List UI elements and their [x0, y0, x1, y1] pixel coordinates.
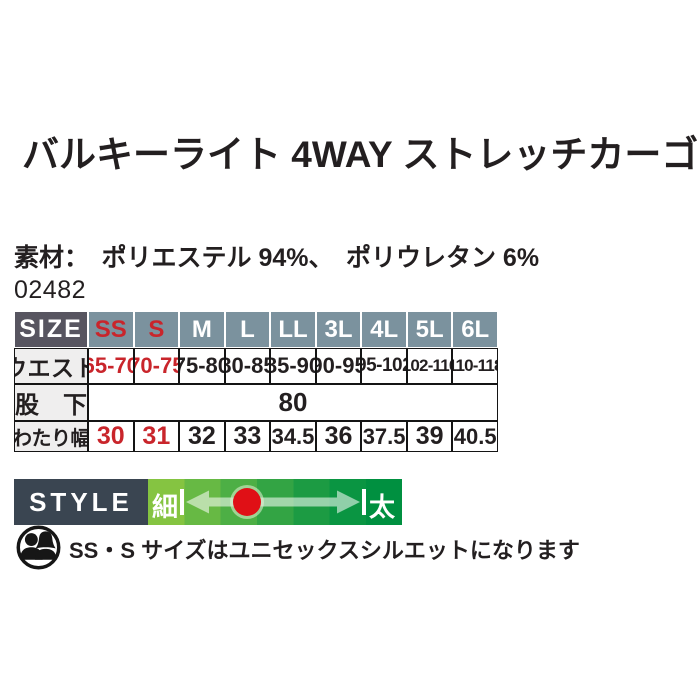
- thigh-cell: 33: [224, 421, 271, 452]
- unisex-note: SS・S サイズはユニセックスシルエットになります: [15, 524, 580, 571]
- size-header-s: S: [133, 311, 180, 348]
- product-title: バルキーライト 4WAY ストレッチカーゴ: [22, 134, 699, 175]
- size-header-4l: 4L: [361, 311, 407, 348]
- waist-cell: 80-85: [224, 348, 271, 384]
- thick-label: 太: [369, 492, 396, 522]
- style-gradient-bar: 細 太: [148, 479, 402, 525]
- thin-label: 細: [152, 492, 179, 522]
- waist-row-label: ウエスト: [14, 348, 88, 384]
- size-header-ll: LL: [270, 311, 316, 348]
- thigh-cell: 30: [88, 421, 134, 452]
- size-header-6l: 6L: [452, 311, 498, 348]
- waist-cell: 65-70: [88, 348, 134, 384]
- thigh-cell: 39: [406, 421, 453, 452]
- size-header-ss: SS: [88, 311, 134, 348]
- unisex-note-text: SS・S サイズはユニセックスシルエットになります: [69, 537, 580, 563]
- thigh-cell: 40.5: [452, 421, 498, 452]
- waist-cell: 70-75: [133, 348, 180, 384]
- size-header-5l: 5L: [406, 311, 453, 348]
- style-meter-label: STYLE: [14, 479, 148, 525]
- thigh-cell: 37.5: [361, 421, 407, 452]
- product-code: 02482: [14, 276, 87, 304]
- waist-cell: 110-118: [452, 348, 498, 384]
- size-header-3l: 3L: [315, 311, 362, 348]
- thigh-cell: 31: [133, 421, 180, 452]
- left-tick: [180, 489, 184, 515]
- waist-cell: 75-80: [179, 348, 225, 384]
- double-arrow-icon: [186, 490, 360, 514]
- thigh-cell: 32: [179, 421, 225, 452]
- style-meter: STYLE 細 太: [14, 479, 402, 525]
- waist-cell: 85-90: [270, 348, 316, 384]
- inseam-merged-cell: 80: [88, 384, 498, 421]
- size-header-label: SIZE: [14, 311, 88, 348]
- waist-cell: 95-102: [361, 348, 407, 384]
- material-line: 素材： ポリエステル 94%、 ポリウレタン 6%: [14, 244, 540, 272]
- right-tick: [362, 489, 366, 515]
- waist-cell: 102-110: [406, 348, 453, 384]
- unisex-icon: [16, 525, 61, 570]
- inseam-row-label: 股 下: [14, 384, 88, 421]
- thigh-cell: 34.5: [270, 421, 316, 452]
- size-header-m: M: [179, 311, 225, 348]
- thigh-row-label: わたり幅: [14, 421, 88, 452]
- size-header-l: L: [224, 311, 271, 348]
- waist-cell: 90-95: [315, 348, 362, 384]
- thigh-cell: 36: [315, 421, 362, 452]
- size-table: SIZE SS S M L LL 3L 4L 5L 6L ウエスト 65-70 …: [14, 311, 498, 452]
- style-position-marker: [233, 488, 261, 516]
